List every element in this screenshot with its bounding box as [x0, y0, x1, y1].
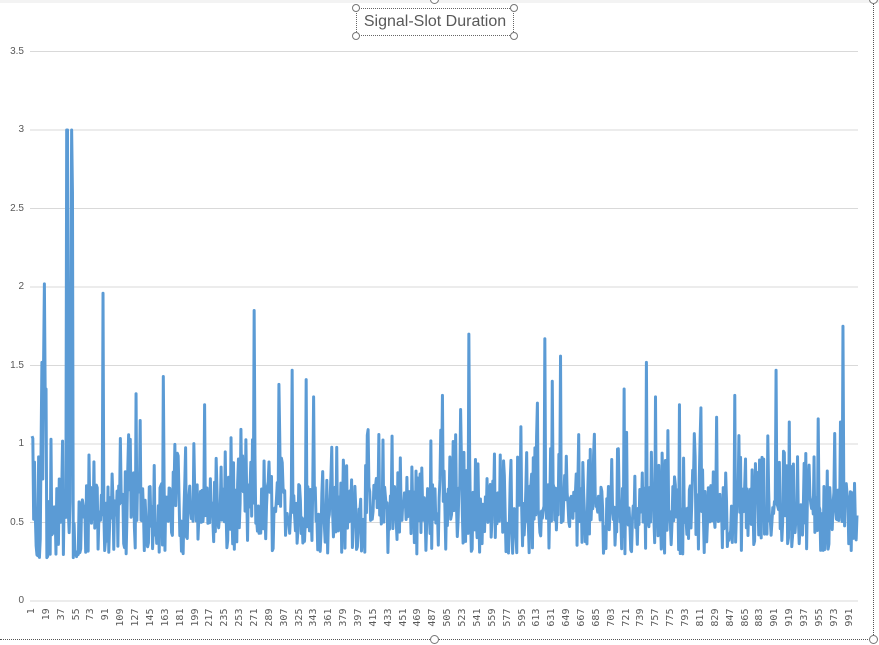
x-tick-label: 595: [516, 608, 528, 627]
x-tick-label: 847: [724, 608, 736, 627]
title-handle-tl[interactable]: [352, 4, 360, 12]
x-tick-label: 991: [843, 608, 855, 627]
x-tick-label: 541: [471, 608, 483, 627]
x-tick-label: 199: [189, 608, 201, 627]
x-tick-label: 775: [665, 608, 677, 627]
x-tick-label: 433: [382, 608, 394, 627]
x-tick-label: 829: [709, 608, 721, 627]
x-tick-label: 469: [412, 608, 424, 627]
x-tick-label: 883: [754, 608, 766, 627]
x-tick-label: 127: [130, 608, 142, 627]
x-tick-label: 37: [55, 608, 67, 621]
x-tick-label: 253: [234, 608, 246, 627]
x-tick-label: 145: [144, 608, 156, 627]
y-tick-label: 2: [18, 281, 24, 292]
y-tick-label: 0.5: [10, 516, 24, 528]
x-tick-label: 1: [26, 608, 37, 615]
window-top-strip: [0, 0, 879, 3]
x-tick-label: 55: [70, 608, 82, 621]
x-tick-label: 559: [486, 608, 498, 627]
y-tick-label: 0: [18, 595, 24, 606]
y-tick-label: 2.5: [10, 202, 24, 214]
chart-selection-border-right: [873, 3, 874, 639]
chart-title-box[interactable]: Signal-Slot Duration: [352, 4, 518, 40]
x-tick-label: 217: [204, 608, 216, 627]
x-tick-label: 937: [798, 608, 810, 627]
title-handle-tr[interactable]: [510, 4, 518, 12]
series-line[interactable]: [30, 128, 859, 560]
x-tick-label: 73: [85, 608, 97, 621]
x-tick-label: 451: [397, 608, 409, 627]
x-tick-label: 289: [263, 608, 275, 627]
x-tick-label: 703: [605, 608, 617, 627]
y-tick-label: 3: [18, 124, 24, 135]
x-tick-label: 865: [739, 608, 751, 627]
y-tick-label: 1.5: [10, 359, 24, 371]
x-tick-label: 163: [159, 608, 171, 627]
y-tick-label: 1: [18, 438, 24, 449]
x-tick-label: 793: [680, 608, 692, 627]
x-tick-label: 343: [308, 608, 320, 627]
x-tick-label: 415: [367, 608, 379, 627]
x-tick-label: 379: [338, 608, 350, 627]
x-tick-label: 577: [501, 608, 513, 627]
x-tick-label: 685: [590, 608, 602, 627]
resize-handle-bottom-center[interactable]: [430, 635, 439, 644]
x-tick-label: 613: [531, 608, 543, 627]
x-tick-label: 649: [561, 608, 573, 627]
x-tick-label: 19: [40, 608, 52, 621]
x-tick-label: 91: [100, 608, 112, 621]
resize-handle-bottom-right[interactable]: [869, 635, 878, 644]
x-tick-label: 919: [784, 608, 796, 627]
x-tick-label: 901: [769, 608, 781, 627]
x-tick-label: 487: [427, 608, 439, 627]
title-handle-br[interactable]: [510, 32, 518, 40]
x-tick-label: 181: [174, 608, 186, 627]
x-tick-label: 505: [442, 608, 454, 627]
chart-title: Signal-Slot Duration: [363, 13, 507, 30]
x-tick-label: 757: [650, 608, 662, 627]
x-tick-label: 973: [828, 608, 840, 627]
x-tick-label: 631: [546, 608, 558, 627]
x-tick-label: 739: [635, 608, 647, 627]
x-tick-label: 397: [353, 608, 365, 627]
x-tick-label: 721: [620, 608, 632, 627]
x-tick-label: 523: [457, 608, 469, 627]
title-handle-bl[interactable]: [352, 32, 360, 40]
x-tick-label: 307: [278, 608, 290, 627]
x-tick-label: 811: [694, 608, 706, 627]
x-tick-label: 235: [219, 608, 231, 627]
x-tick-label: 271: [248, 608, 260, 627]
x-tick-label: 361: [323, 608, 335, 627]
x-tick-label: 667: [576, 608, 587, 627]
x-tick-label: 109: [115, 608, 127, 627]
x-tick-label: 955: [813, 608, 825, 627]
y-tick-label: 3.5: [10, 45, 24, 57]
x-tick-label: 325: [293, 608, 305, 627]
